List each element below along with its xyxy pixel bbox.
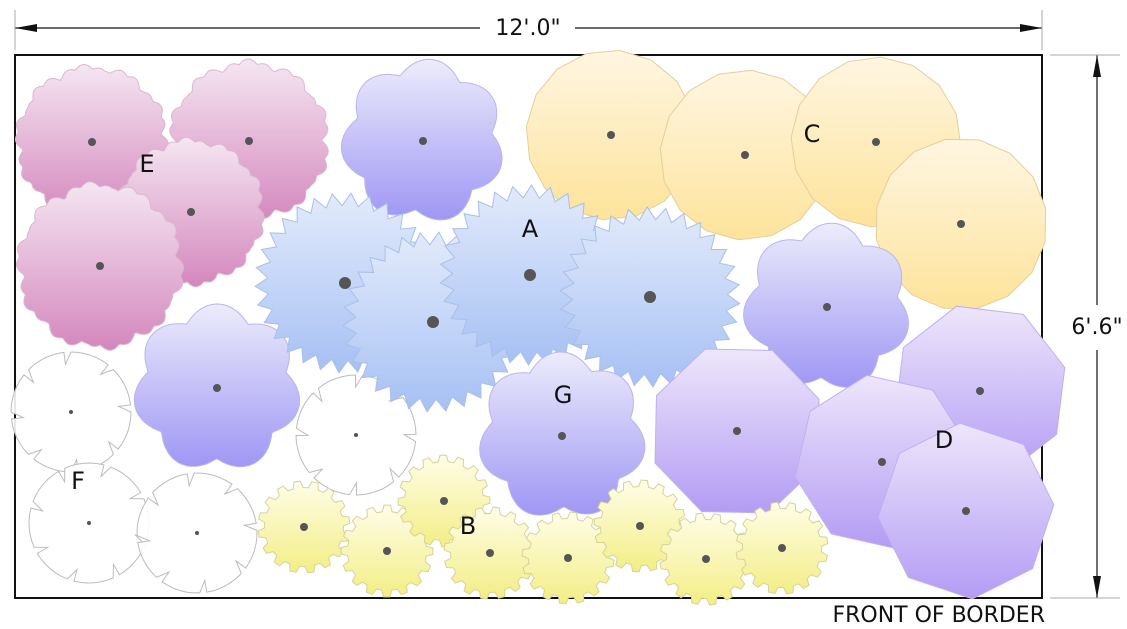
plant-center [823,303,831,311]
caption: FRONT OF BORDER [832,603,1045,628]
plant-center [558,432,566,440]
plant-center [419,137,427,145]
plant-center [644,291,656,303]
plant-center [383,547,391,555]
plant-center [607,131,615,139]
plant-center [733,427,741,435]
plant-center [339,277,351,289]
group-label: F [71,467,85,495]
group-label: D [935,426,953,454]
plant-center [778,544,786,552]
group-label: E [139,150,154,178]
plants [10,49,1066,606]
plant-center [440,497,448,505]
plant-center [245,137,253,145]
plant-center [741,151,749,159]
plant-center [957,220,965,228]
group-label: C [804,120,821,148]
depth-dimension: 6'.6" [1071,315,1122,340]
plant-center [486,549,494,557]
border-outline [14,54,1043,599]
group-label: B [460,512,476,540]
plant-center [878,458,886,466]
plant-center [636,522,644,530]
plant-center [976,387,984,395]
plant-center [427,316,439,328]
plant-center [564,554,572,562]
group-label: A [522,215,539,243]
plant-center [354,433,358,437]
plant-center [195,531,199,535]
plant-center [187,208,195,216]
group-labels: E A C G D F B [71,120,953,540]
plant-center [962,507,970,515]
plant-center [69,410,73,414]
width-dimension: 12'.0" [495,16,560,41]
plant-center [88,138,96,146]
plant-center [872,138,880,146]
plant-center [702,555,710,563]
plant-center [524,269,536,281]
plant-center [213,384,221,392]
plant-center [96,262,104,270]
group-label: G [554,381,573,409]
plant-center [87,521,91,525]
plant-center [300,523,308,531]
